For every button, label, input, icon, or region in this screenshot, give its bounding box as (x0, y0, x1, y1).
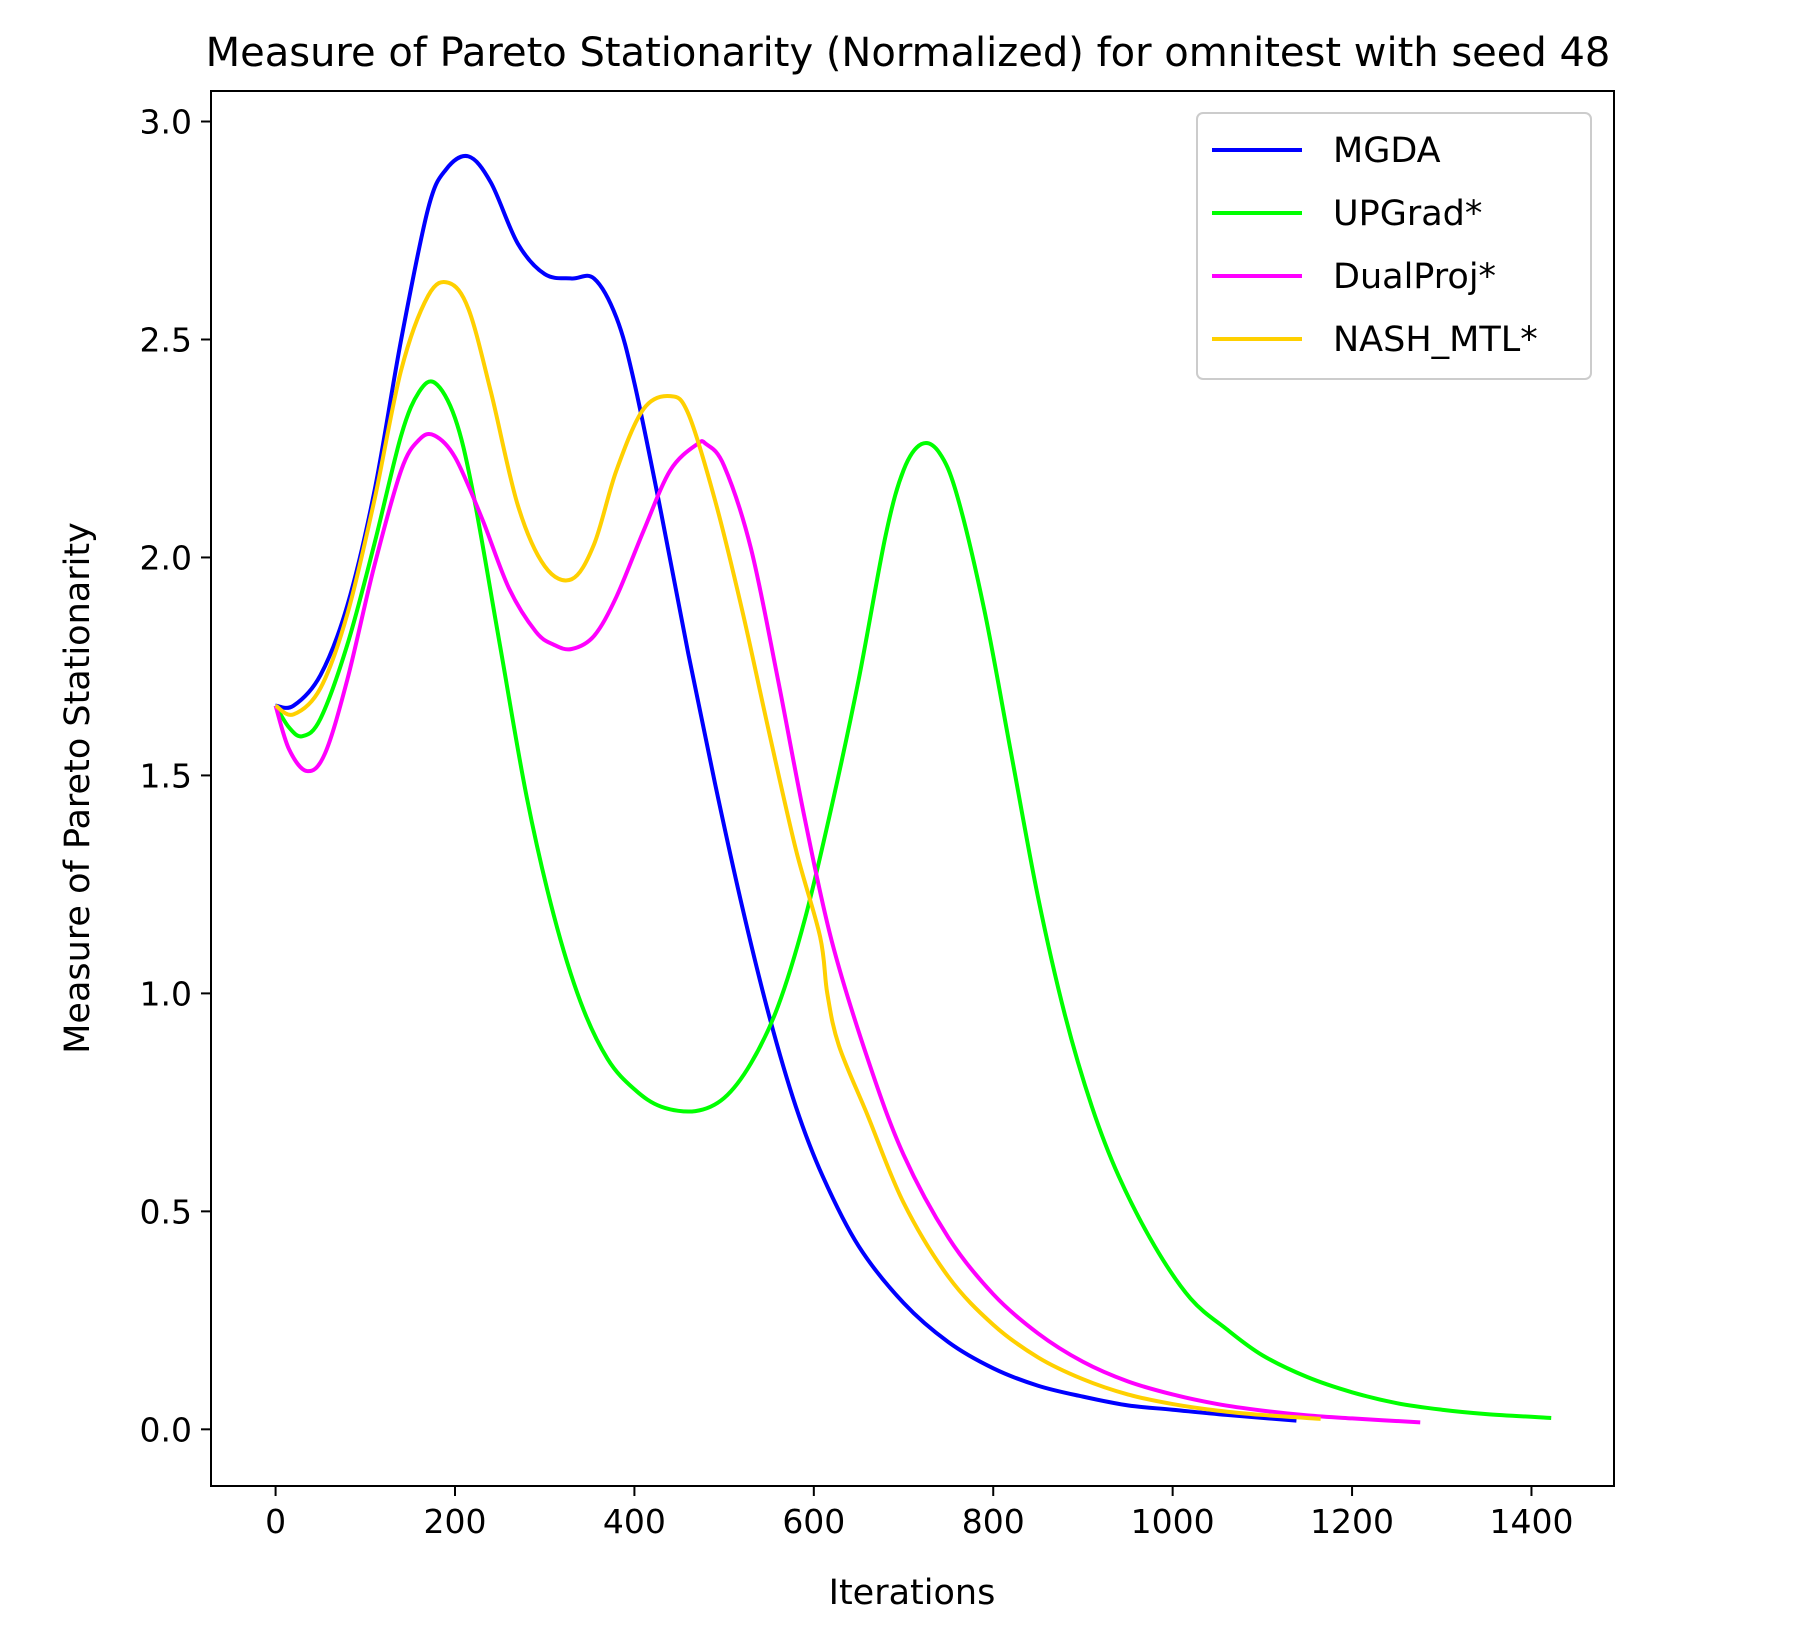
x-tick-label: 1000 (1131, 1502, 1215, 1541)
legend-box (1196, 112, 1592, 380)
x-tick-label: 400 (603, 1502, 666, 1541)
series-group (273, 153, 1552, 1425)
legend-label-dualproj: DualProj* (1333, 257, 1496, 297)
y-tick-label: 2.0 (140, 538, 192, 577)
x-tick-label: 0 (265, 1502, 286, 1541)
plot-frame (210, 90, 1615, 1487)
x-tick-label: 200 (424, 1502, 487, 1541)
chart-title: Measure of Pareto Stationarity (Normaliz… (206, 30, 1611, 76)
y-tick-label: 1.5 (140, 756, 192, 795)
legend-label-upgrad: UPGrad* (1333, 194, 1482, 234)
x-tick-label: 600 (782, 1502, 845, 1541)
series-line-mgda (275, 153, 1297, 1423)
y-tick-label: 2.5 (140, 320, 192, 359)
legend: MGDA UPGrad* DualProj* NASH_MTL* (1196, 112, 1592, 380)
y-tick-label: 0.5 (140, 1192, 192, 1231)
y-tick-label: 1.0 (140, 974, 192, 1013)
y-axis-ticks: 0.0 0.5 1.0 1.5 2.0 2.5 3.0 (140, 103, 211, 1449)
y-tick-label: 0.0 (140, 1410, 192, 1449)
x-tick-label: 1400 (1489, 1502, 1573, 1541)
x-tick-label: 800 (962, 1502, 1025, 1541)
x-axis-ticks: 0 200 400 600 800 1000 1200 1400 (265, 1486, 1573, 1541)
series-line-nash-mtl (274, 279, 1321, 1421)
y-axis-label: Measure of Pareto Stationarity (58, 522, 98, 1054)
series-line-upgrad (273, 379, 1552, 1420)
y-tick-label: 3.0 (140, 103, 192, 142)
legend-label-nash-mtl: NASH_MTL* (1333, 320, 1538, 360)
legend-label-mgda: MGDA (1333, 131, 1441, 171)
x-axis-label: Iterations (829, 1573, 996, 1613)
x-tick-label: 1200 (1310, 1502, 1394, 1541)
series-line-dualproj (273, 431, 1421, 1425)
